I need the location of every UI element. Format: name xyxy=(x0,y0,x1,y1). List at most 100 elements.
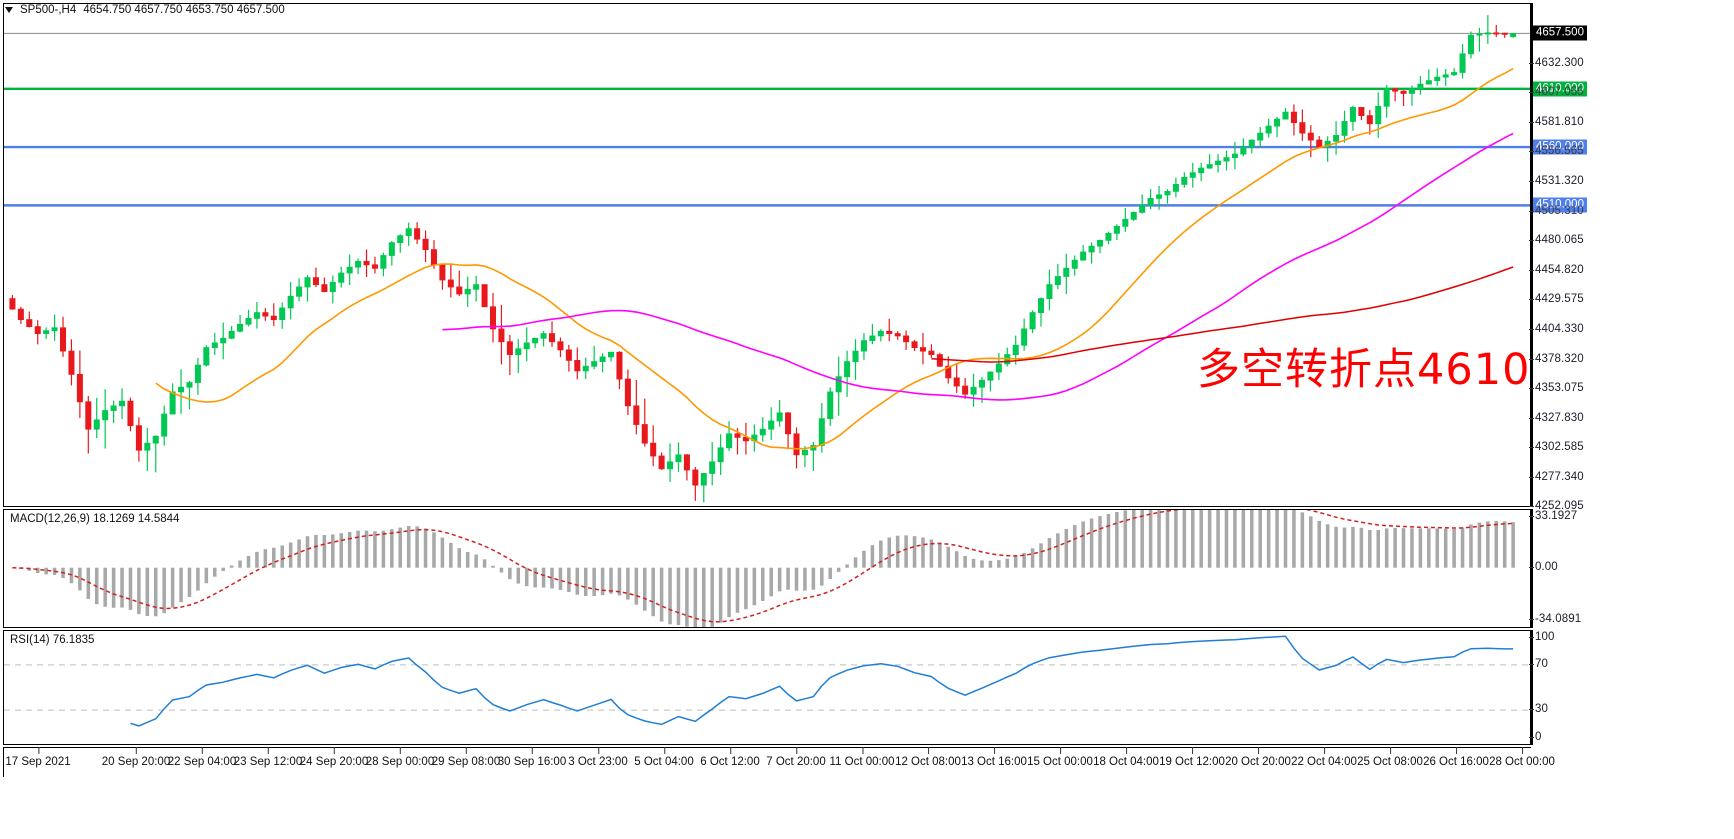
candlestick xyxy=(641,398,648,447)
candlestick xyxy=(414,222,421,245)
time-axis[interactable]: 17 Sep 2021 20 Sep 20:00 22 Sep 04:00 23 Se… xyxy=(3,747,1555,777)
price-axis-spine xyxy=(1531,3,1533,507)
time-axis-tick: 22 Oct 04:00 xyxy=(1291,747,1357,768)
candlestick xyxy=(860,333,867,361)
time-axis-tick: 22 Sep 04:00 xyxy=(167,747,237,768)
time-axis-tick: 7 Oct 20:00 xyxy=(766,747,826,768)
candlestick xyxy=(633,379,640,435)
candlestick xyxy=(186,380,193,410)
price-axis[interactable]: 4632.300 4581.810 4531.320 4480.065 4454.820… xyxy=(1529,3,1734,512)
candlestick xyxy=(565,344,572,372)
candlestick xyxy=(287,281,294,320)
candlestick xyxy=(464,276,471,307)
rsi-axis[interactable]: 100 70 30 0 xyxy=(1529,630,1734,745)
price-axis-tick: 4404.330 xyxy=(1529,322,1584,335)
price-chart-panel[interactable] xyxy=(3,3,1531,507)
candlestick xyxy=(877,329,884,342)
rsi-panel-label: RSI(14) 76.1835 xyxy=(10,634,95,646)
candlestick xyxy=(127,397,134,432)
candlestick xyxy=(1459,44,1466,79)
price-level-badge[interactable]: 4657.500 xyxy=(1533,25,1587,41)
ma-mid-line xyxy=(442,132,1514,401)
price-plot-area[interactable] xyxy=(4,4,1530,506)
candlestick xyxy=(616,351,623,390)
candlestick xyxy=(1206,154,1213,169)
candlestick xyxy=(1442,68,1449,86)
candlestick xyxy=(557,337,564,358)
price-series-svg xyxy=(4,15,1530,503)
candlestick xyxy=(237,314,244,333)
candlestick xyxy=(119,388,126,420)
candlestick xyxy=(329,275,336,304)
rsi-plot-area[interactable] xyxy=(4,631,1530,744)
candlestick xyxy=(1417,76,1424,95)
macd-plot-area[interactable] xyxy=(4,510,1530,627)
price-axis-tick-occluded: 4505.310 xyxy=(1529,204,1584,217)
candlestick xyxy=(34,320,41,345)
candlestick xyxy=(1316,136,1323,148)
candlestick xyxy=(473,275,480,302)
price-axis-tick: 4378.320 xyxy=(1529,352,1584,365)
rsi-axis-tick: 70 xyxy=(1529,657,1548,670)
candlestick xyxy=(726,421,733,451)
price-level-badge[interactable]: 4510.000 xyxy=(1533,197,1587,213)
time-axis-tick: 3 Oct 23:00 xyxy=(568,747,628,768)
candlestick xyxy=(388,240,395,266)
candlestick xyxy=(26,311,33,328)
candlestick xyxy=(709,442,716,486)
macd-panel-label: MACD(12,26,9) 18.1269 14.5844 xyxy=(10,513,180,525)
candlestick xyxy=(102,389,109,449)
candlestick xyxy=(1358,107,1365,121)
candlestick xyxy=(1139,194,1146,214)
candlestick xyxy=(194,357,201,395)
candlestick xyxy=(970,373,977,407)
caret-down-icon[interactable] xyxy=(5,7,13,13)
candlestick xyxy=(1408,85,1415,106)
macd-axis[interactable]: 33.1927 0.00 -34.0891 xyxy=(1528,509,1734,628)
candlestick xyxy=(532,337,539,349)
candlestick xyxy=(220,322,227,360)
time-axis-tick: 28 Sep 00:00 xyxy=(365,747,435,768)
macd-axis-tick: 33.1927 xyxy=(1528,510,1578,522)
time-axis-tick: 17 Sep 2021 xyxy=(5,747,71,768)
candlestick xyxy=(894,331,901,340)
candlestick xyxy=(1392,87,1399,102)
candlestick xyxy=(1105,231,1112,245)
candlestick xyxy=(1088,242,1095,264)
candlestick xyxy=(1333,121,1340,155)
candlestick xyxy=(1434,68,1441,86)
candlestick xyxy=(296,278,303,302)
candlestick xyxy=(51,314,58,341)
candlestick xyxy=(1451,68,1458,77)
candlestick xyxy=(827,387,834,426)
candlestick xyxy=(1063,253,1070,295)
candlestick xyxy=(591,345,598,370)
rsi-axis-tick: 0 xyxy=(1529,731,1542,743)
time-axis-tick: 15 Oct 00:00 xyxy=(1027,747,1093,768)
rsi-chart-panel[interactable]: RSI(14) 76.1835 xyxy=(3,630,1531,745)
candlestick xyxy=(1080,245,1087,261)
candlestick xyxy=(1012,335,1019,365)
macd-chart-panel[interactable]: MACD(12,26,9) 18.1269 14.5844 xyxy=(3,509,1531,628)
candlestick xyxy=(1383,84,1390,118)
candlestick xyxy=(945,356,952,384)
macd-axis-tick: 0.00 xyxy=(1529,560,1558,573)
price-axis-tick: 4480.065 xyxy=(1529,234,1584,247)
price-axis-tick: 4327.830 xyxy=(1529,411,1584,424)
candlestick xyxy=(667,443,674,482)
price-level-badge[interactable]: 4610.000 xyxy=(1533,81,1587,97)
candlestick xyxy=(548,321,556,347)
candlestick xyxy=(675,442,682,472)
rsi-axis-tick: 100 xyxy=(1529,631,1555,643)
candlestick xyxy=(371,256,378,274)
candlestick xyxy=(76,350,83,419)
candlestick xyxy=(1215,154,1222,173)
candlestick xyxy=(1425,69,1432,85)
candlestick xyxy=(405,222,412,246)
candlestick xyxy=(279,302,286,329)
time-axis-tick: 26 Oct 16:00 xyxy=(1423,747,1489,768)
chart-annotation-text: 多空转折点4610 xyxy=(1197,345,1531,395)
price-level-badge[interactable]: 4560.000 xyxy=(1533,139,1587,155)
candlestick xyxy=(312,267,319,288)
